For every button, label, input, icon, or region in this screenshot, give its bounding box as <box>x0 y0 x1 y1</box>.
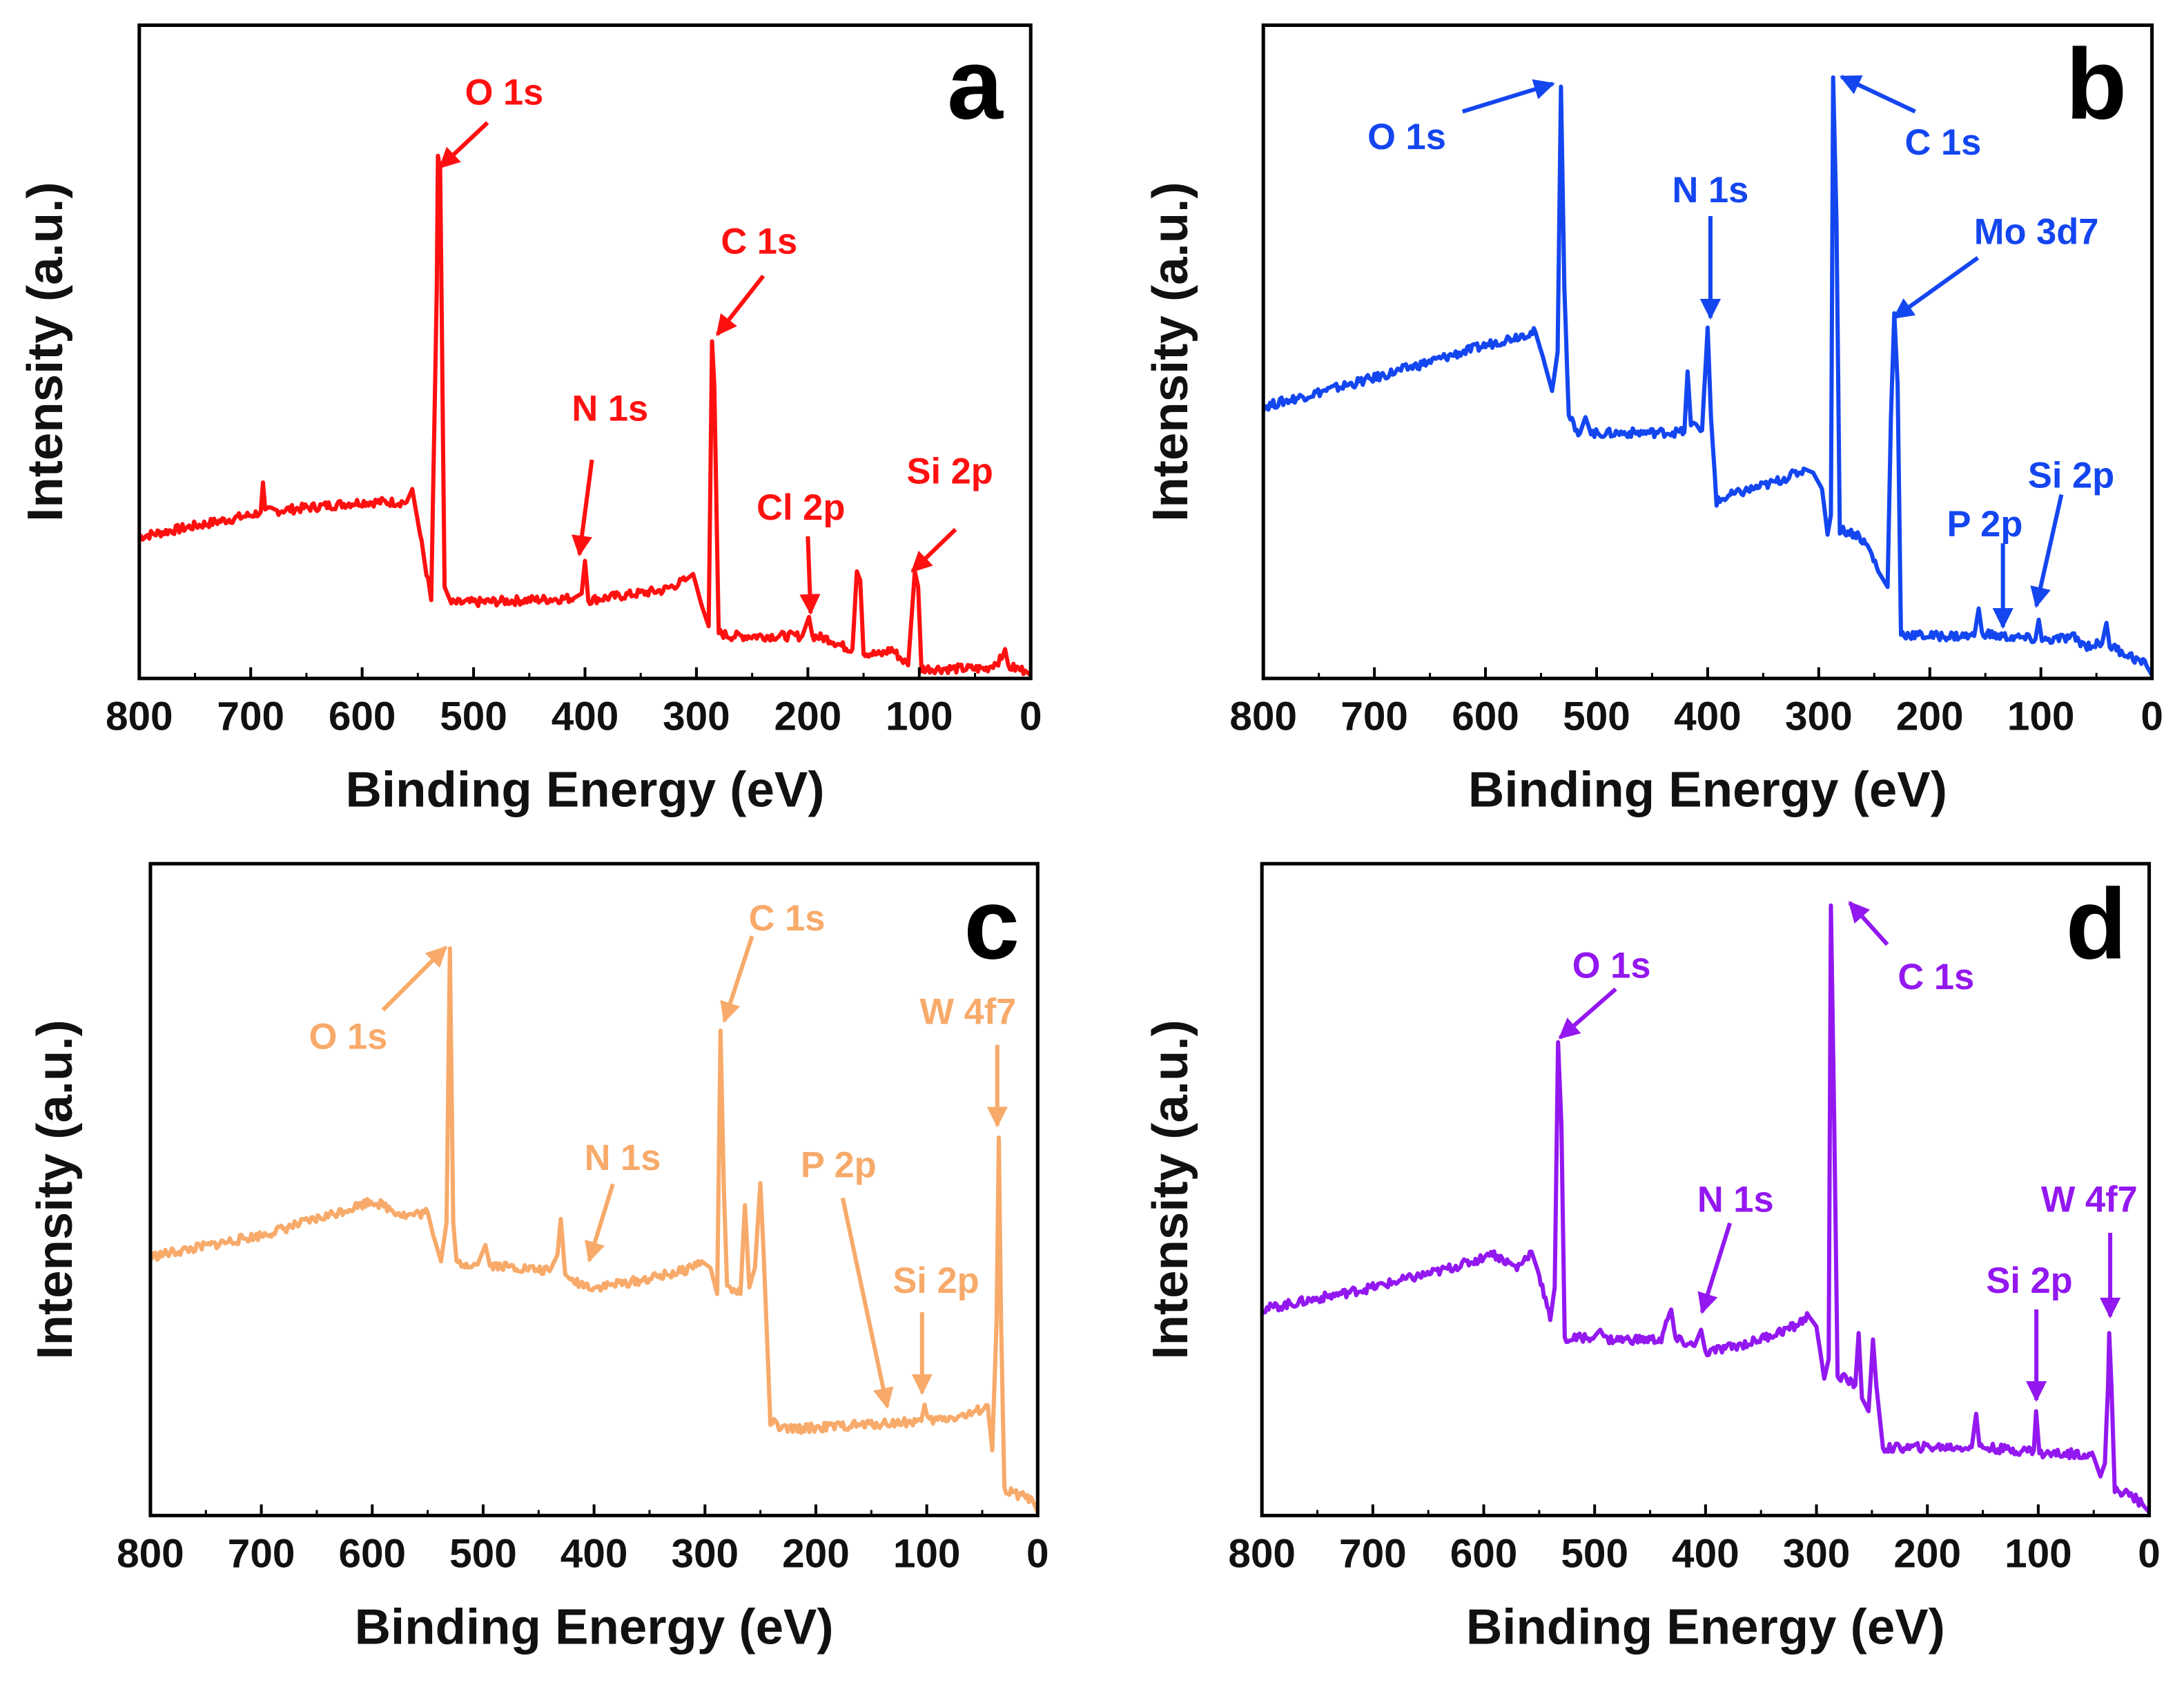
y-axis-title: Intensity (a.u.) <box>27 1020 83 1359</box>
x-tick-label: 400 <box>1672 1531 1739 1576</box>
peak-label: N 1s <box>1673 170 1749 211</box>
peak-label: P 2p <box>801 1145 877 1185</box>
x-tick-label: 600 <box>338 1531 406 1576</box>
peak-arrow-icon <box>571 459 594 557</box>
x-tick-label: 100 <box>2005 1531 2072 1576</box>
x-tick-label: 700 <box>1340 694 1408 739</box>
panel-letter: d <box>2066 867 2127 979</box>
x-axis-title: Binding Energy (eV) <box>345 762 824 818</box>
x-tick-label: 700 <box>228 1531 295 1576</box>
x-tick-label: 200 <box>774 694 842 739</box>
x-tick-label: 400 <box>1674 694 1742 739</box>
peak-label: C 1s <box>721 222 797 262</box>
panel-c: 800 700 600 500 400 300 200 100 0 Binding Energy … <box>27 861 1049 1655</box>
x-tick-label: 800 <box>1228 1531 1296 1576</box>
x-tick-label: 0 <box>2141 694 2163 739</box>
x-tick-label: 800 <box>117 1531 184 1576</box>
x-tick-label: 400 <box>560 1531 628 1576</box>
x-axis-title: Binding Energy (eV) <box>1468 762 1947 818</box>
peak-arrow-icon <box>438 121 489 169</box>
peak-arrow-icon <box>715 274 766 336</box>
x-tick-label: 200 <box>782 1531 850 1576</box>
peak-label: C 1s <box>1905 123 1982 163</box>
x-axis-title: Binding Energy (eV) <box>355 1599 834 1655</box>
peak-arrow-icon <box>1558 987 1617 1040</box>
peak-arrow-icon <box>585 1183 615 1263</box>
x-tick-label: 100 <box>886 694 953 739</box>
panel-letter: a <box>947 28 1004 140</box>
peak-label: C 1s <box>749 899 826 939</box>
peak-label: P 2p <box>1947 505 2023 545</box>
x-tick-label: 0 <box>1026 1531 1049 1576</box>
peak-label: Mo 3d7 <box>1974 212 2099 252</box>
x-tick-label: 300 <box>663 694 730 739</box>
x-tick-label: 500 <box>449 1531 517 1576</box>
panel-d: 800 700 600 500 400 300 200 100 0 Binding Energy … <box>1142 861 2161 1655</box>
x-tick-label: 600 <box>1450 1531 1518 1576</box>
peak-label: O 1s <box>1367 117 1446 157</box>
x-tick-label: 700 <box>1339 1531 1407 1576</box>
peak-label: N 1s <box>1697 1180 1774 1220</box>
x-tick-label: 0 <box>1020 694 1042 739</box>
peak-arrow-icon <box>1697 1222 1733 1314</box>
panel-a: 800 700 600 500 400 300 200 100 0 Binding Energy … <box>17 23 1042 818</box>
panel-letter: b <box>2066 28 2127 140</box>
peak-label: Cl 2p <box>757 488 845 528</box>
y-axis-title: Intensity (a.u.) <box>17 182 73 522</box>
x-tick-label: 600 <box>329 694 396 739</box>
x-tick-label: 200 <box>1893 1531 1961 1576</box>
peak-label: Si 2p <box>906 451 993 491</box>
peak-label: N 1s <box>585 1138 661 1178</box>
x-tick-label: 300 <box>671 1531 739 1576</box>
x-tick-label: 100 <box>2007 694 2075 739</box>
peak-arrow-icon <box>720 935 754 1024</box>
peak-label: O 1s <box>1572 946 1651 986</box>
x-tick-label: 500 <box>440 694 507 739</box>
peak-arrow-icon <box>1892 256 1980 320</box>
series-line-a <box>138 153 1033 677</box>
peak-label: O 1s <box>309 1017 388 1057</box>
peak-label: Si 2p <box>2028 456 2114 496</box>
series-line-c <box>148 946 1040 1514</box>
peak-arrow-icon <box>799 536 821 616</box>
peak-arrow-icon <box>2030 494 2064 608</box>
x-tick-label: 100 <box>893 1531 961 1576</box>
x-tick-label: 800 <box>106 694 173 739</box>
peak-label: N 1s <box>572 389 648 429</box>
x-axis-title: Binding Energy (eV) <box>1466 1599 1945 1655</box>
y-axis-title: Intensity (a.u.) <box>1142 1020 1198 1359</box>
peak-arrow-icon <box>840 1197 894 1410</box>
x-tick-label: 500 <box>1561 1531 1628 1576</box>
y-axis-title: Intensity (a.u.) <box>1142 182 1198 522</box>
panel-letter: c <box>964 867 1020 979</box>
peak-label: Si 2p <box>893 1261 979 1301</box>
x-tick-label: 500 <box>1563 694 1630 739</box>
peak-arrow-icon <box>381 946 447 1012</box>
x-tick-label: 200 <box>1896 694 1964 739</box>
x-tick-label: 300 <box>1785 694 1853 739</box>
x-tick-label: 0 <box>2138 1531 2161 1576</box>
series-line-d <box>1260 903 2151 1514</box>
peak-label: O 1s <box>465 73 544 113</box>
panel-b: 800 700 600 500 400 300 200 100 0 Binding Energy … <box>1142 23 2163 818</box>
peak-arrow-icon <box>1461 79 1555 114</box>
peak-label: W 4f7 <box>919 992 1016 1032</box>
x-tick-label: 600 <box>1452 694 1519 739</box>
series-line-b <box>1261 75 2154 676</box>
peak-arrow-icon <box>910 527 957 573</box>
x-tick-label: 800 <box>1229 694 1297 739</box>
x-tick-label: 700 <box>217 694 284 739</box>
x-tick-label: 300 <box>1783 1531 1851 1576</box>
peak-label: W 4f7 <box>2041 1180 2138 1220</box>
peak-arrow-icon <box>1839 75 1916 114</box>
x-tick-label: 400 <box>552 694 619 739</box>
peak-label: C 1s <box>1898 957 1974 997</box>
peak-label: Si 2p <box>1986 1261 2072 1301</box>
peak-arrow-icon <box>1848 901 1889 946</box>
